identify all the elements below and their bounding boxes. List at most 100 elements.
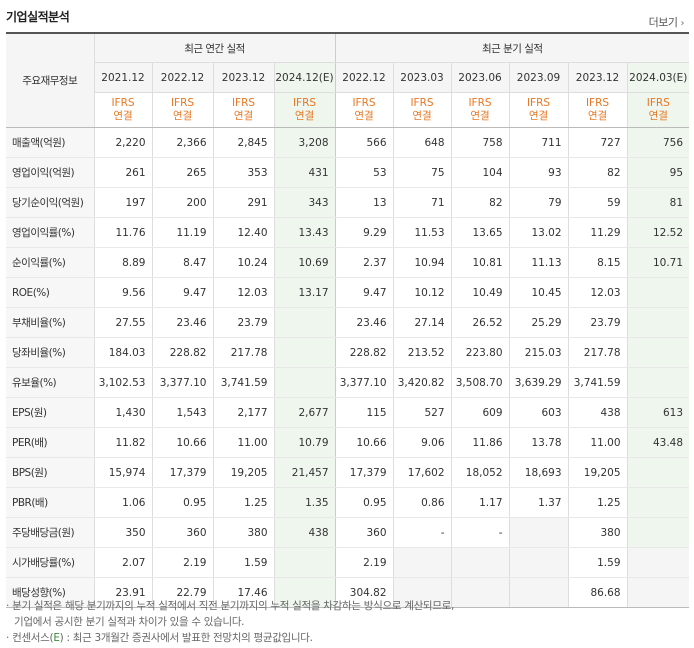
value-cell: 213.52 xyxy=(392,337,452,368)
value-cell: 609 xyxy=(450,397,510,428)
value-cell xyxy=(626,517,690,548)
value-cell: 3,741.59 xyxy=(567,367,628,398)
value-cell: 10.49 xyxy=(450,277,510,308)
value-cell: 23.79 xyxy=(567,307,628,338)
value-cell: 82 xyxy=(450,187,510,218)
value-cell: 10.12 xyxy=(392,277,452,308)
value-cell: 11.82 xyxy=(93,427,152,458)
more-link[interactable]: 더보기 › xyxy=(648,14,685,30)
value-cell: 2.19 xyxy=(334,547,394,578)
period-header: 2022.12 xyxy=(334,62,394,93)
table-row: 유보율(%) 3,102.53 3,377.10 3,741.59 3,377.10 3,… xyxy=(6,367,690,398)
value-cell: 95 xyxy=(626,157,690,188)
value-cell: 0.86 xyxy=(392,487,452,518)
value-cell: 79 xyxy=(508,187,569,218)
value-cell: 15,974 xyxy=(93,457,152,488)
value-cell: 0.95 xyxy=(334,487,394,518)
section-title: 기업실적분석 xyxy=(6,10,70,24)
value-cell: 217.78 xyxy=(567,337,628,368)
value-cell: 431 xyxy=(273,157,336,188)
value-cell: 59 xyxy=(567,187,628,218)
value-cell: 17,379 xyxy=(151,457,213,488)
value-cell: 9.47 xyxy=(334,277,394,308)
more-label: 더보기 xyxy=(648,16,678,29)
value-cell: 75 xyxy=(392,157,452,188)
table-row: 당기순이익(억원) 197 200 291 343 13 71 82 79 59 81 xyxy=(6,187,690,218)
value-cell: 261 xyxy=(93,157,152,188)
value-cell xyxy=(626,547,690,578)
value-cell: 104 xyxy=(450,157,510,188)
ifrs-basis: IFRS 연결 xyxy=(151,92,213,128)
period-header: 2023.06 xyxy=(450,62,510,93)
value-cell: 23.79 xyxy=(212,307,274,338)
period-header: 2023.12 xyxy=(567,62,628,93)
value-cell: 11.76 xyxy=(93,217,152,248)
value-cell: 2,845 xyxy=(212,127,274,158)
value-cell xyxy=(626,487,690,518)
value-cell: 613 xyxy=(626,397,690,428)
value-cell: 13.78 xyxy=(508,427,569,458)
value-cell: 13.02 xyxy=(508,217,569,248)
value-cell: 711 xyxy=(508,127,569,158)
value-cell xyxy=(450,577,510,608)
value-cell xyxy=(508,577,569,608)
value-cell: 27.55 xyxy=(93,307,152,338)
table-row: EPS(원) 1,430 1,543 2,177 2,677 115 527 609 603 43… xyxy=(6,397,690,428)
value-cell: 3,102.53 xyxy=(93,367,152,398)
value-cell: 3,741.59 xyxy=(212,367,274,398)
table-row: 부채비율(%) 27.55 23.46 23.79 23.46 27.14 26.52 25.… xyxy=(6,307,690,338)
value-cell: 1.59 xyxy=(567,547,628,578)
value-cell xyxy=(273,307,336,338)
ifrs-label: IFRS xyxy=(352,97,376,109)
value-cell: 200 xyxy=(151,187,213,218)
ifrs-label: IFRS xyxy=(585,97,610,109)
ifrs-label: IFRS xyxy=(646,97,670,109)
table-row: ROE(%) 9.56 9.47 12.03 13.17 9.47 10.12 10.49 10… xyxy=(6,277,690,308)
value-cell: 380 xyxy=(567,517,628,548)
ifrs-basis: IFRS 연결 xyxy=(93,92,152,128)
value-cell xyxy=(626,337,690,368)
value-cell: 23.46 xyxy=(151,307,213,338)
value-cell: 3,639.29 xyxy=(508,367,569,398)
value-cell: 438 xyxy=(567,397,628,428)
row-header-label: 주요재무정보 xyxy=(6,32,94,128)
financial-table: 주요재무정보 최근 연간 실적 최근 분기 실적 2021.12 2022.12 2… xyxy=(6,32,690,608)
row-label: 당기순이익(억원) xyxy=(6,187,94,218)
row-label: 주당배당금(원) xyxy=(6,517,94,548)
value-cell: 197 xyxy=(93,187,152,218)
ifrs-basis: IFRS 연결 xyxy=(212,92,274,128)
value-cell: 1.35 xyxy=(273,487,336,518)
value-cell: 11.53 xyxy=(392,217,452,248)
value-cell: 13.17 xyxy=(273,277,336,308)
ifrs-label: IFRS xyxy=(468,97,492,109)
value-cell: 438 xyxy=(273,517,336,548)
value-cell: 23.91 xyxy=(93,577,152,608)
value-cell: 10.81 xyxy=(450,247,510,278)
value-cell: 8.89 xyxy=(93,247,152,278)
value-cell: 2.07 xyxy=(93,547,152,578)
consolidated-label: 연결 xyxy=(233,110,254,122)
table-row: 주당배당금(원) 350 360 380 438 360- -380 xyxy=(6,517,690,548)
value-cell xyxy=(273,577,336,608)
value-cell: 9.06 xyxy=(392,427,452,458)
value-cell xyxy=(626,277,690,308)
value-cell: 21,457 xyxy=(273,457,336,488)
value-cell: 17,379 xyxy=(334,457,394,488)
row-label: 배당성향(%) xyxy=(6,577,94,608)
value-cell xyxy=(273,547,336,578)
value-cell: 727 xyxy=(567,127,628,158)
annual-group-header: 최근 연간 실적 xyxy=(93,32,336,63)
value-cell xyxy=(626,367,690,398)
value-cell xyxy=(392,547,452,578)
value-cell: 115 xyxy=(334,397,394,428)
row-label: 영업이익률(%) xyxy=(6,217,94,248)
row-label: 순이익률(%) xyxy=(6,247,94,278)
value-cell: 360 xyxy=(334,517,394,548)
value-cell: 71 xyxy=(392,187,452,218)
period-header: 2024.03(E) xyxy=(626,62,690,93)
consolidated-label: 연결 xyxy=(294,110,315,122)
table-row: 영업이익(억원) 261 265 353 431 53 75 104 93 82 95 xyxy=(6,157,690,188)
value-cell: 2,677 xyxy=(273,397,336,428)
period-header: 2023.12 xyxy=(212,62,274,93)
value-cell: 3,377.10 xyxy=(151,367,213,398)
